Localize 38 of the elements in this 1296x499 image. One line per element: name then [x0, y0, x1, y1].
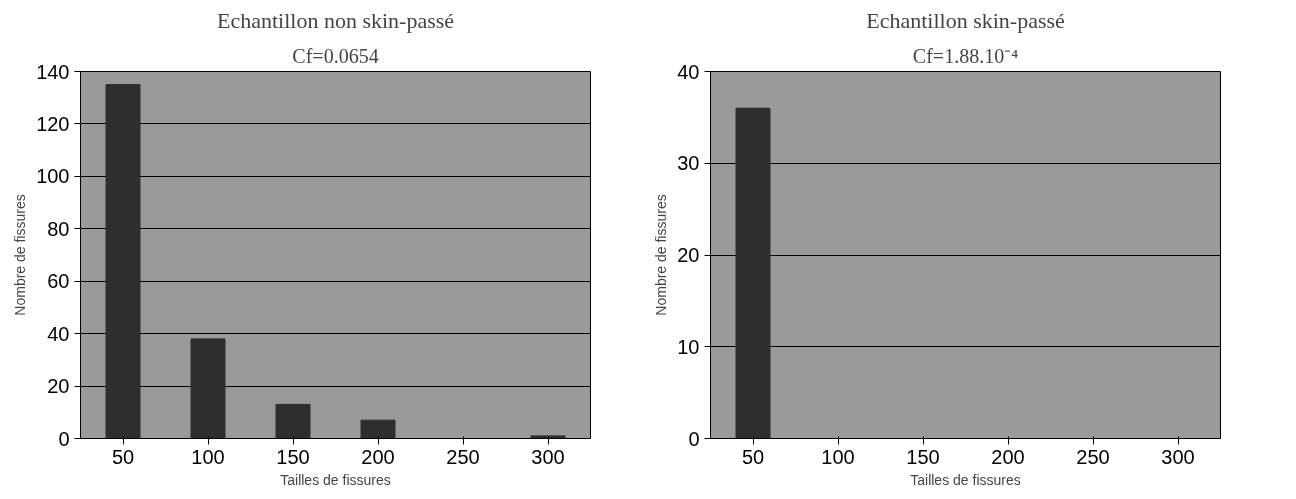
chart-title: Echantillon skin-passé [866, 7, 1065, 33]
x-tick-label: 50 [741, 445, 765, 468]
chart-title: Echantillon non skin-passé [216, 7, 455, 33]
x-axis-title: Tailles de fissures [910, 471, 1021, 488]
text: Cf=1.88.10⁻⁴ [912, 44, 1019, 67]
x-tick-label: 100 [821, 445, 855, 468]
y-tick-label: 120 [36, 112, 70, 135]
bar [105, 84, 141, 439]
x-tick-label: 50 [111, 445, 135, 468]
y-axis-title: Nombre de fissures [12, 194, 29, 316]
y-tick-label: 20 [47, 375, 70, 398]
bar [275, 403, 311, 439]
x-tick-label: 300 [531, 445, 565, 468]
y-tick-label: 0 [58, 427, 70, 450]
text: Cf=0.0654 [292, 44, 379, 67]
x-tick-label: 200 [361, 445, 395, 468]
x-tick-label: 250 [446, 445, 480, 468]
bar [530, 435, 566, 439]
y-tick-label: 40 [677, 60, 700, 83]
y-tick-label: 10 [677, 335, 700, 358]
y-tick-label: 60 [47, 270, 70, 293]
x-tick-label: 200 [991, 445, 1025, 468]
x-tick-label: 100 [191, 445, 225, 468]
y-tick-label: 0 [688, 427, 700, 450]
x-tick-label: 150 [276, 445, 310, 468]
y-tick-label: 100 [36, 165, 70, 188]
x-tick-label: 150 [906, 445, 940, 468]
y-tick-label: 20 [677, 244, 700, 266]
bar [190, 338, 226, 439]
y-tick-label: 40 [47, 322, 70, 345]
y-tick-label: 30 [677, 152, 700, 175]
bar [360, 419, 396, 439]
x-tick-label: 300 [1161, 445, 1195, 468]
x-axis-title: Tailles de fissures [280, 471, 391, 488]
y-axis-title: Nombre de fissures [653, 194, 670, 316]
y-tick-label: 140 [36, 60, 70, 83]
y-tick-label: 80 [47, 217, 70, 240]
x-tick-label: 250 [1076, 445, 1110, 468]
